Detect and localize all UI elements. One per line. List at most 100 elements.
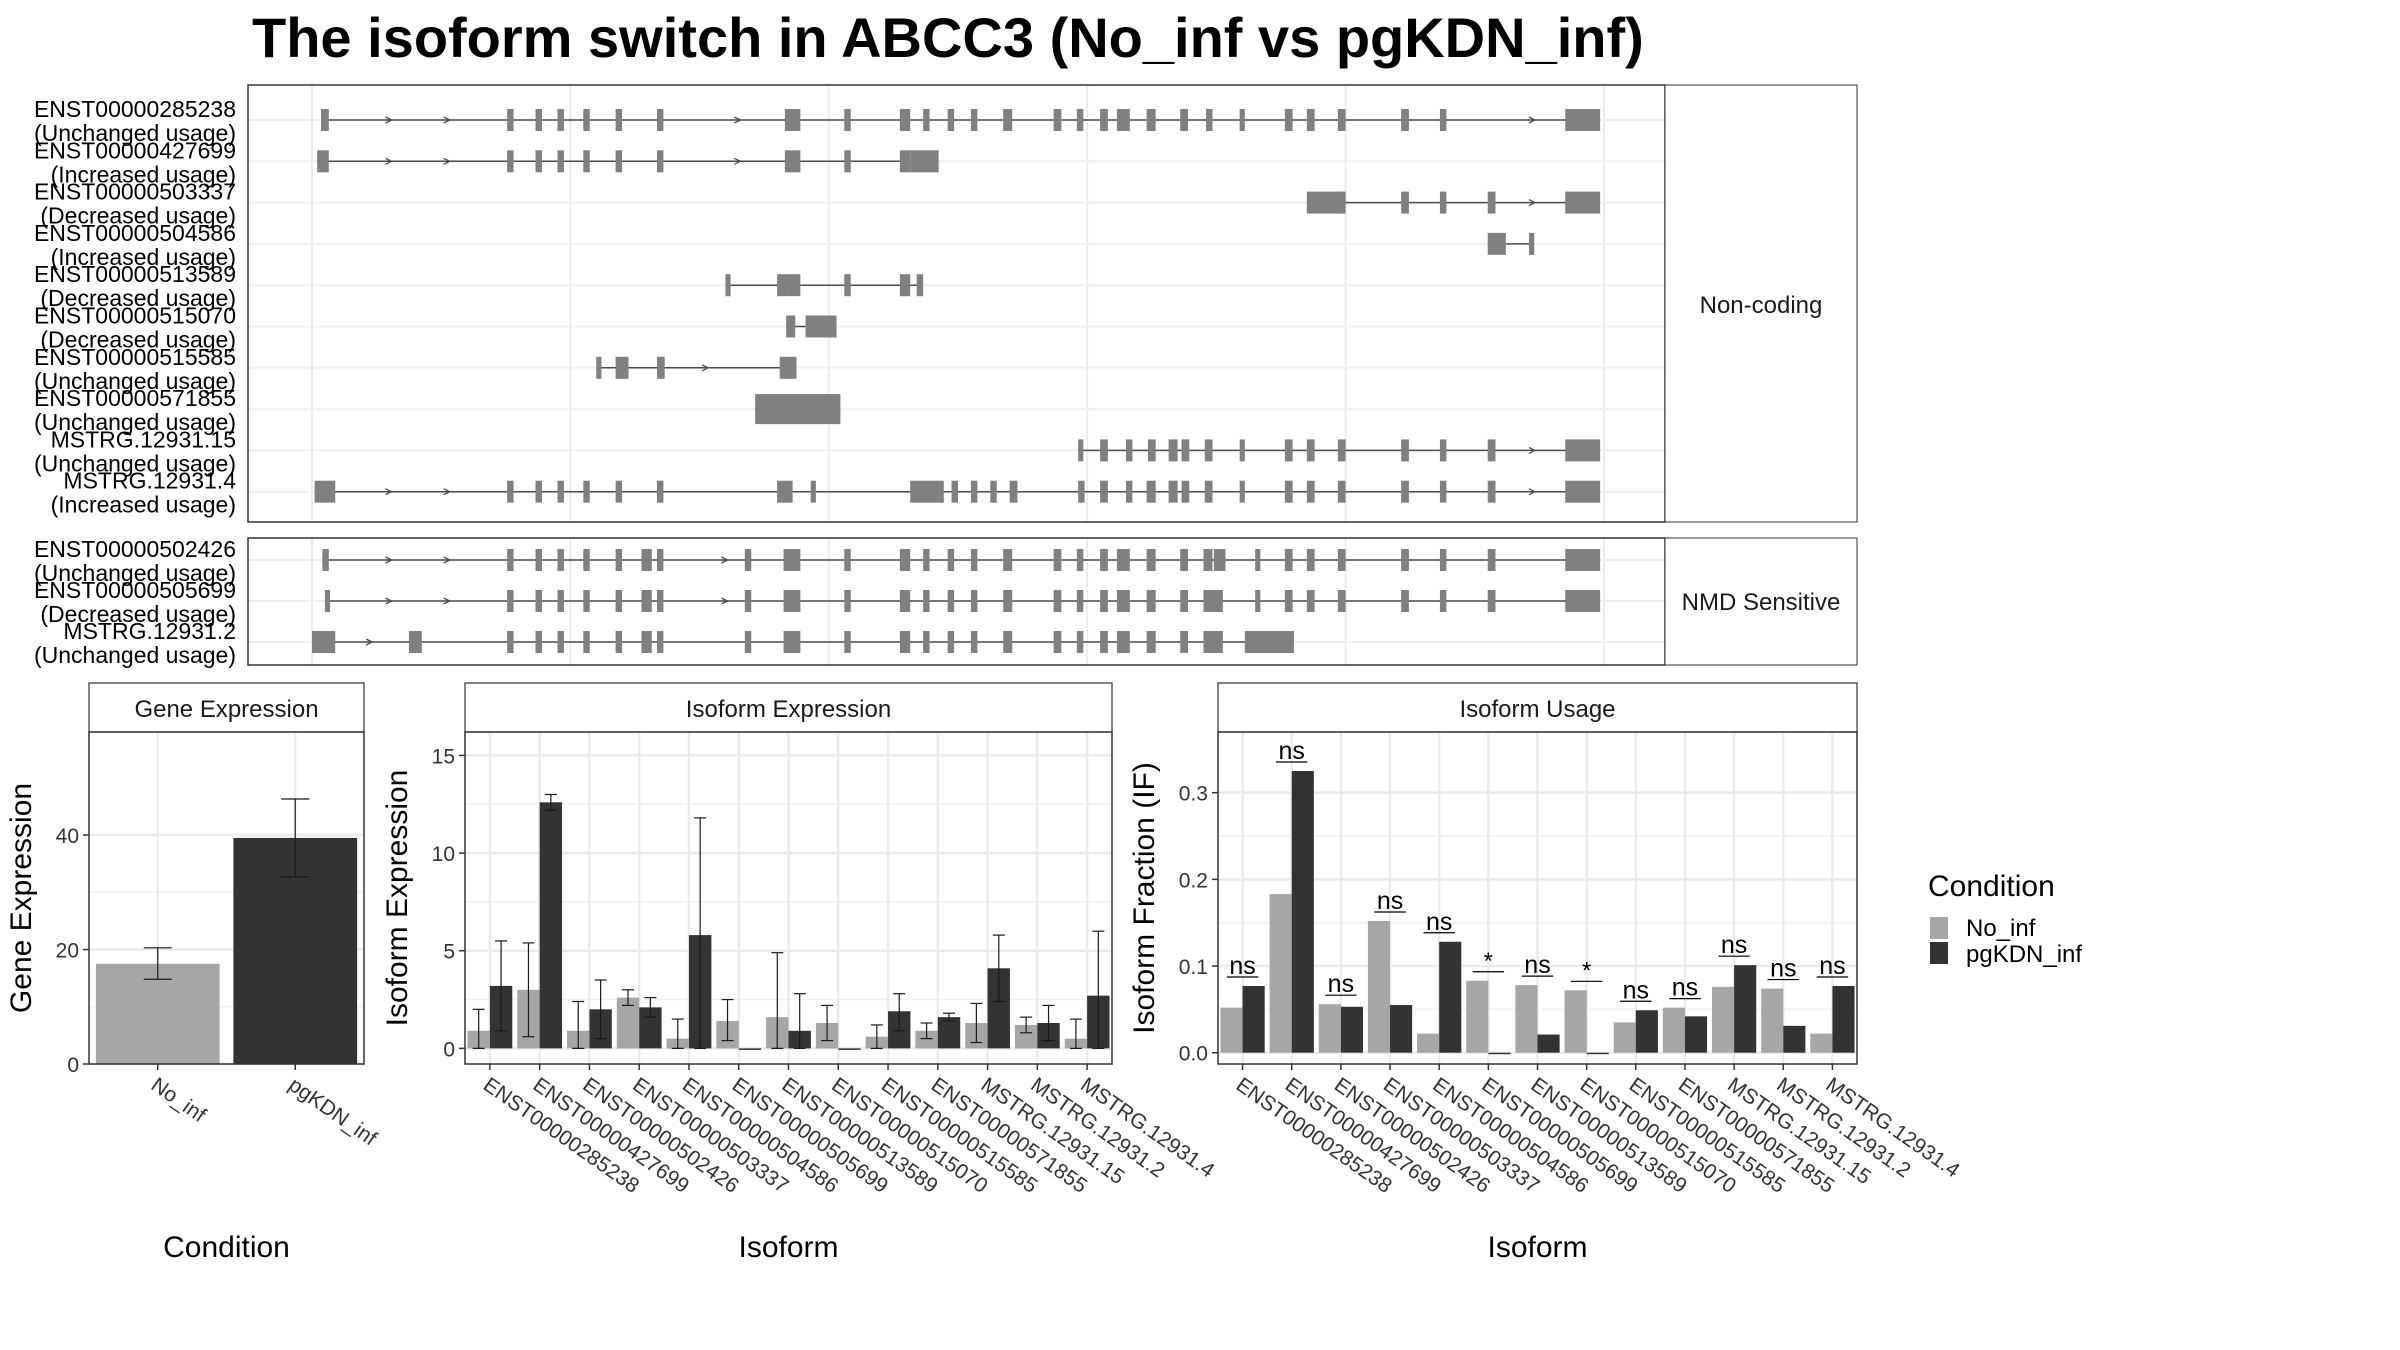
strand-arrow [385,157,393,165]
exon [725,274,731,297]
bar [1318,1004,1341,1053]
isoform-expression-chart: Isoform Expression051015ENST00000285238E… [381,682,1219,1264]
exon [1565,109,1601,131]
isoform-label-enst00000504586: ENST00000504586(Increased usage) [34,220,236,270]
significance-label: ns [1279,737,1305,765]
gene-expression-chart: Gene Expression 0 20 40 No_inf pgKDN_inf Gene … [5,682,381,1264]
exon [970,549,978,571]
exon [656,631,664,653]
exon [1337,109,1346,131]
exon [947,109,955,131]
isoform-status-label: (Increased usage) [51,244,236,270]
exon [1439,439,1447,462]
strand-arrow [701,364,710,372]
exon [1401,590,1409,612]
transcript-enst00000427699 [317,150,939,173]
exon [1306,191,1341,214]
transcript-enst00000503337 [1306,191,1601,214]
exon [1146,480,1156,503]
chart-title: Isoform Expression [686,696,891,723]
strand-arrow [721,597,729,605]
strand-arrow [443,597,452,605]
exon [1306,439,1315,462]
exon [1487,191,1496,214]
isoform-id-label: ENST00000515585 [34,344,236,370]
isoform-id-label: MSTRG.12931.2 [63,618,236,644]
bar [1439,941,1462,1053]
bar [1761,988,1784,1053]
legend-label-pgkdn-inf: pgKDN_inf [1966,941,2082,968]
isoform-id-label: ENST00000505699 [34,577,236,603]
x-tick-label: No_inf [147,1073,210,1127]
isoform-label-enst00000502426: ENST00000502426(Unchanged usage) [34,536,236,586]
exon [583,150,590,173]
exon [844,549,851,571]
exon [1116,590,1130,612]
exon [1244,631,1294,653]
transcript-mstrg-12931-15 [1078,439,1601,462]
isoform-label-enst00000505699: ENST00000505699(Decreased usage) [34,577,236,627]
exon [1076,549,1084,571]
y-tick-label: 20 [56,940,79,963]
transcript-enst00000505699 [324,590,1601,612]
isoform-status-label: (Decreased usage) [40,285,236,311]
exon [810,480,816,503]
exon [656,356,665,379]
bar [1340,1006,1364,1053]
exon [1439,109,1447,131]
isoform-label-enst00000427699: ENST00000427699(Increased usage) [34,137,236,187]
exon [923,549,930,571]
exon [1565,590,1601,612]
strand-arrow [365,638,374,646]
strand-arrow [1528,488,1537,496]
exon [784,109,801,131]
bar [1466,980,1489,1053]
exon [1439,549,1447,571]
exon [1168,439,1178,462]
exon [1306,549,1315,571]
exon [507,590,514,612]
exon [1146,590,1156,612]
legend-label-no-inf: No_inf [1966,915,2036,942]
isoform-id-label: ENST00000503337 [34,179,236,205]
isoform-status-label: (Unchanged usage) [34,368,236,394]
exon [317,150,329,173]
exon [615,480,623,503]
exon [1565,439,1601,462]
exon [805,315,837,338]
bar [937,1017,961,1049]
exon [641,590,652,612]
transcript-enst00000502426 [322,549,1601,571]
bar [838,1048,861,1050]
exon [615,549,623,571]
chart-title: Isoform Usage [1459,696,1615,723]
significance-label: ns [1623,976,1649,1004]
exon [1239,439,1245,462]
exon [615,356,629,379]
strand-arrow [443,488,452,496]
exon [557,590,564,612]
strand-arrow [385,597,393,605]
isoform-id-label: MSTRG.12931.15 [51,426,236,452]
exon [1401,439,1409,462]
exon [910,480,944,503]
y-tick-label: 0.2 [1179,869,1208,892]
exon [899,631,911,653]
transcript-enst00000515070 [786,315,837,338]
exon [314,480,336,503]
bar [1586,1052,1609,1055]
exon [1180,590,1188,612]
exon [1168,480,1178,503]
structure-tracks-noncoding [314,109,1601,503]
isoform-status-label: (Increased usage) [51,492,236,518]
strand-arrow [443,116,452,124]
exon [535,480,542,503]
exon [322,549,329,571]
exon [1439,191,1447,214]
isoform-label-enst00000513589: ENST00000513589(Decreased usage) [34,261,236,311]
exon [1116,109,1130,131]
strand-arrow [1528,446,1537,454]
bar [1417,1033,1440,1053]
exon [1100,109,1108,131]
exon [535,109,542,131]
